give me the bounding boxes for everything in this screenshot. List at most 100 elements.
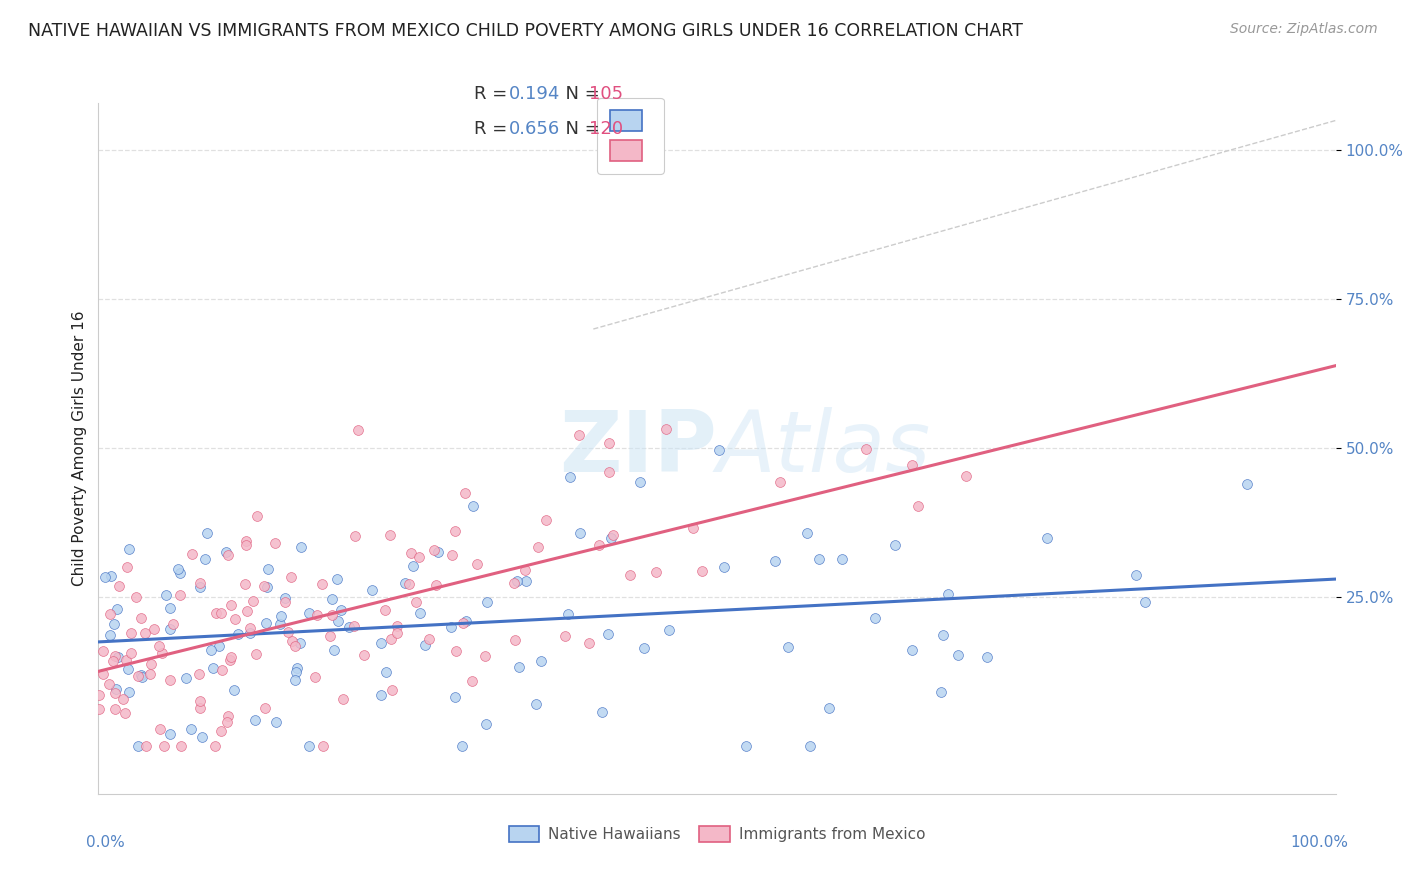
Point xyxy=(103,654,125,668)
Point xyxy=(932,628,955,642)
Point xyxy=(239,621,262,635)
Point xyxy=(778,640,800,654)
Point xyxy=(619,568,641,582)
Point xyxy=(285,661,308,675)
Point xyxy=(219,649,242,664)
Point xyxy=(129,668,152,682)
Point xyxy=(508,660,530,674)
Point xyxy=(117,662,139,676)
Point xyxy=(399,546,422,560)
Point xyxy=(135,739,157,754)
Point xyxy=(503,632,526,647)
Text: N =: N = xyxy=(554,85,606,103)
Point xyxy=(105,602,128,616)
Point xyxy=(98,628,121,642)
Point xyxy=(405,595,427,609)
Point xyxy=(202,661,225,675)
Point xyxy=(332,692,354,706)
Point xyxy=(319,630,342,644)
Point xyxy=(796,525,818,540)
Point xyxy=(347,423,370,437)
Point xyxy=(381,683,404,698)
Point xyxy=(461,499,484,513)
Text: 0.0%: 0.0% xyxy=(86,835,125,850)
Point xyxy=(807,552,830,566)
Point xyxy=(353,648,375,662)
Point xyxy=(256,580,278,594)
Point xyxy=(884,538,907,552)
Point xyxy=(385,619,408,633)
Point xyxy=(460,673,482,688)
Point xyxy=(534,513,557,527)
Point xyxy=(108,579,131,593)
Point xyxy=(855,442,877,456)
Point xyxy=(831,552,853,566)
Point xyxy=(343,619,366,633)
Point xyxy=(134,625,156,640)
Point xyxy=(955,469,977,483)
Point xyxy=(530,654,553,668)
Point xyxy=(506,574,529,588)
Point xyxy=(524,698,547,712)
Point xyxy=(217,708,239,723)
Point xyxy=(475,594,498,608)
Point xyxy=(408,606,430,620)
Point xyxy=(321,607,343,622)
Point xyxy=(169,566,191,580)
Point xyxy=(170,739,193,754)
Point xyxy=(602,528,624,542)
Point xyxy=(204,739,226,754)
Point xyxy=(1125,568,1147,582)
Point xyxy=(159,727,181,741)
Point xyxy=(734,739,756,754)
Point xyxy=(153,739,176,754)
Point xyxy=(139,657,162,671)
Point xyxy=(205,606,228,620)
Text: 105: 105 xyxy=(589,85,623,103)
Point xyxy=(901,642,924,657)
Point xyxy=(311,577,333,591)
Point xyxy=(120,626,142,640)
Point xyxy=(187,666,209,681)
Point xyxy=(243,713,266,727)
Point xyxy=(578,636,600,650)
Text: N =: N = xyxy=(554,120,606,138)
Point xyxy=(929,685,952,699)
Point xyxy=(360,583,382,598)
Point xyxy=(149,722,172,736)
Point xyxy=(1135,595,1157,609)
Point xyxy=(658,623,681,637)
Point xyxy=(224,612,246,626)
Point xyxy=(707,442,730,457)
Point xyxy=(290,636,312,650)
Point xyxy=(418,632,440,646)
Point xyxy=(323,642,346,657)
Point xyxy=(568,526,591,541)
Point xyxy=(526,540,548,554)
Point xyxy=(304,670,326,684)
Point xyxy=(103,617,125,632)
Point xyxy=(343,529,366,543)
Point xyxy=(451,615,474,630)
Point xyxy=(378,528,401,542)
Point xyxy=(253,700,276,714)
Point xyxy=(474,648,496,663)
Point xyxy=(200,643,222,657)
Text: 100.0%: 100.0% xyxy=(1291,835,1348,850)
Point xyxy=(321,591,343,606)
Point xyxy=(91,644,114,658)
Point xyxy=(129,611,152,625)
Point xyxy=(312,739,335,754)
Text: R =: R = xyxy=(474,85,513,103)
Point xyxy=(270,609,292,624)
Point xyxy=(423,543,446,558)
Text: Atlas: Atlas xyxy=(717,407,931,490)
Point xyxy=(155,588,177,602)
Point xyxy=(394,575,416,590)
Point xyxy=(105,681,128,696)
Point xyxy=(209,606,232,620)
Point xyxy=(235,534,257,549)
Point xyxy=(211,664,233,678)
Point xyxy=(326,572,349,586)
Point xyxy=(1236,477,1258,491)
